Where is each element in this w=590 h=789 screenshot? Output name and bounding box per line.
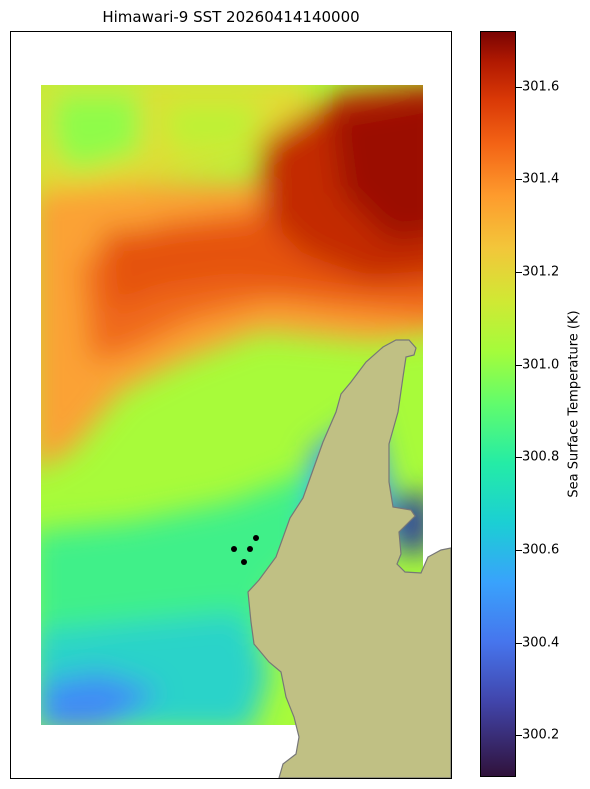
colorbar-label: Sea Surface Temperature (K) bbox=[566, 310, 582, 498]
land-mass bbox=[247, 339, 451, 778]
colorbar-tick-label: 300.6 bbox=[522, 542, 560, 558]
colorbar-tick bbox=[516, 457, 522, 459]
colorbar-tick bbox=[516, 549, 522, 551]
station-marker[interactable] bbox=[253, 535, 259, 541]
sst-map bbox=[41, 85, 451, 778]
sst-field bbox=[41, 85, 423, 725]
colorbar-tick bbox=[516, 271, 522, 273]
colorbar-tick-label: 301.2 bbox=[522, 264, 560, 280]
colorbar-tick bbox=[516, 642, 522, 644]
station-marker[interactable] bbox=[241, 559, 247, 565]
colorbar-tick-label: 300.4 bbox=[522, 635, 560, 651]
colorbar-tick bbox=[516, 364, 522, 366]
colorbar-tick bbox=[516, 735, 522, 737]
colorbar-tick bbox=[516, 179, 522, 181]
colorbar-tick-label: 301.0 bbox=[522, 357, 560, 373]
station-marker[interactable] bbox=[247, 546, 253, 552]
map-panel[interactable] bbox=[10, 31, 452, 779]
colorbar-tick-label: 300.2 bbox=[522, 727, 560, 743]
colorbar bbox=[480, 31, 516, 777]
colorbar-tick bbox=[516, 86, 522, 88]
colorbar-tick-label: 301.6 bbox=[522, 79, 560, 95]
map-title: Himawari-9 SST 20260414140000 bbox=[102, 8, 360, 26]
colorbar-tick-label: 301.4 bbox=[522, 171, 560, 187]
colorbar-tick-label: 300.8 bbox=[522, 449, 560, 465]
station-marker[interactable] bbox=[231, 546, 237, 552]
